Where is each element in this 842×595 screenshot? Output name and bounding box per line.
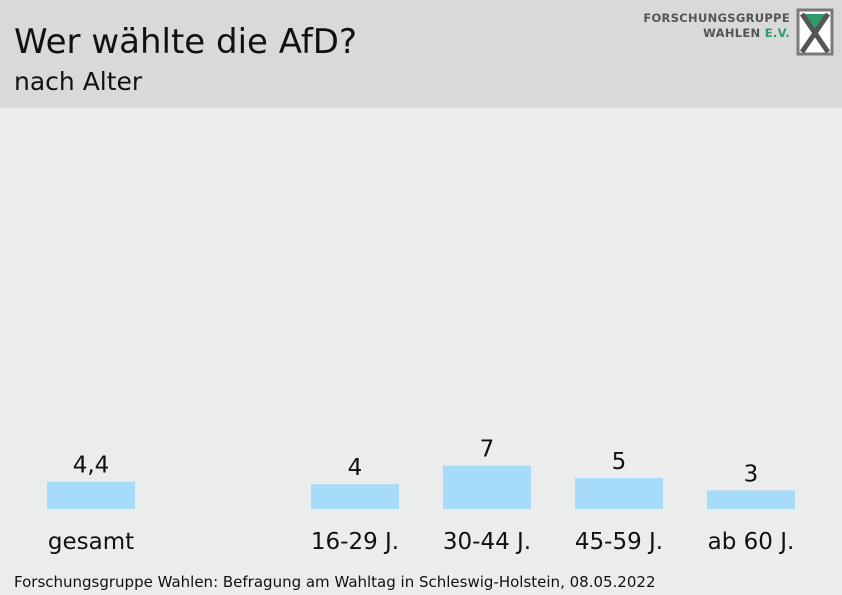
category-label-3: 45-59 J. <box>575 529 663 555</box>
logo-line-1: FORSCHUNGSGRUPPE <box>643 11 790 25</box>
value-label-0: 4,4 <box>73 453 110 479</box>
logo-wahlen: WAHLEN <box>703 26 765 40</box>
logo-ev: E.V. <box>764 26 790 40</box>
category-label-4: ab 60 J. <box>708 529 795 555</box>
category-label-0: gesamt <box>48 529 134 555</box>
bar-4 <box>707 490 795 509</box>
logo-text: FORSCHUNGSGRUPPE WAHLEN E.V. <box>643 11 790 41</box>
chart-header: Wer wählte die AfD? nach Alter FORSCHUNG… <box>0 0 842 108</box>
chart-subtitle: nach Alter <box>14 67 143 96</box>
category-label-1: 16-29 J. <box>311 529 399 555</box>
bar-1 <box>311 484 399 509</box>
value-label-3: 5 <box>612 449 627 475</box>
value-label-2: 7 <box>480 437 495 463</box>
value-label-4: 3 <box>744 461 759 487</box>
chart-title: Wer wählte die AfD? <box>14 22 358 62</box>
bar-0 <box>47 481 135 509</box>
logo-line-2: WAHLEN E.V. <box>643 26 790 41</box>
category-label-2: 30-44 J. <box>443 529 531 555</box>
logo-x-icon <box>796 8 834 56</box>
value-label-1: 4 <box>348 455 363 481</box>
source-note: Forschungsgruppe Wahlen: Befragung am Wa… <box>14 573 656 591</box>
bar-2 <box>443 465 531 509</box>
bar-3 <box>575 478 663 509</box>
